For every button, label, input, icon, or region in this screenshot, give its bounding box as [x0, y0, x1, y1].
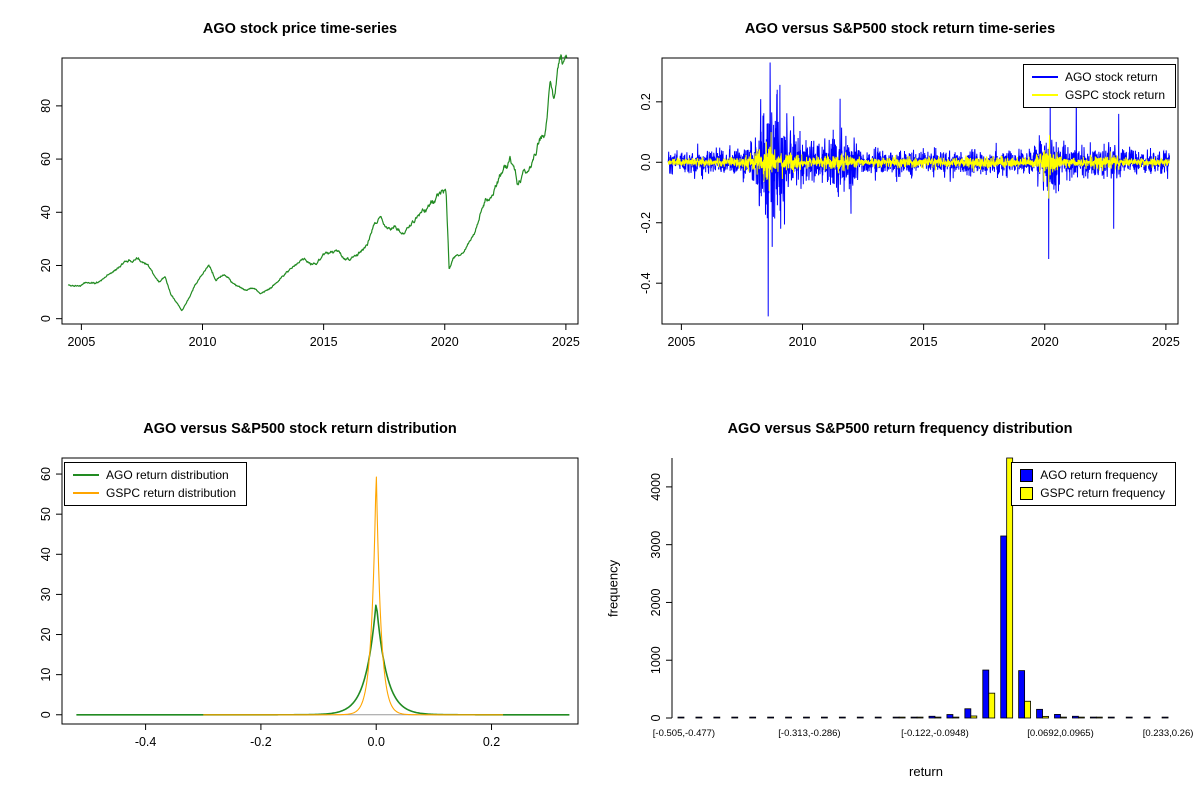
- svg-text:-0.2: -0.2: [639, 212, 653, 234]
- legend-distribution: AGO return distribution GSPC return dist…: [64, 462, 248, 506]
- gspc-frequency-box-swatch: [1020, 486, 1034, 500]
- svg-text:2005: 2005: [67, 335, 95, 349]
- legend-label: GSPC return frequency: [1040, 486, 1165, 500]
- histogram-chart-svg: 0 1000 2000 3000 4000 [-0.505,-0.477) [-0.313,…: [649, 457, 1194, 739]
- svg-text:0.2: 0.2: [639, 93, 653, 110]
- svg-text:0.2: 0.2: [483, 735, 500, 749]
- svg-text:60: 60: [39, 152, 53, 166]
- legend-frequency: AGO return frequency GSPC return frequen…: [1011, 462, 1176, 506]
- svg-text:0: 0: [649, 714, 663, 721]
- chart-title-returns: AGO versus S&P500 stock return time-seri…: [744, 21, 1056, 37]
- chart-title-distribution: AGO versus S&P500 stock return distribut…: [143, 421, 457, 437]
- svg-text:0.0: 0.0: [368, 735, 385, 749]
- svg-text:2010: 2010: [189, 335, 217, 349]
- svg-text:20: 20: [39, 258, 53, 272]
- legend-item-gspc-distribution: GSPC return distribution: [73, 486, 236, 500]
- legend-label: AGO return distribution: [106, 468, 229, 482]
- legend-returns: AGO stock return GSPC stock return: [1022, 64, 1176, 108]
- gspc-density-line-swatch: [73, 492, 99, 494]
- svg-text:3000: 3000: [649, 531, 663, 559]
- legend-item-gspc-return: GSPC stock return: [1031, 88, 1165, 102]
- svg-text:0: 0: [39, 711, 53, 718]
- svg-text:80: 80: [39, 99, 53, 113]
- svg-text:50: 50: [39, 507, 53, 521]
- ago-frequency-box-swatch: [1020, 468, 1034, 482]
- panel-price-timeseries: AGO stock price time-series 2005 2010 2015…: [0, 0, 600, 400]
- density-chart-svg: -0.4 -0.2 0.0 0.2 0 10 20 30 40 50 60: [39, 457, 579, 749]
- svg-text:2015: 2015: [310, 335, 338, 349]
- svg-text:[0.233,0.26): [0.233,0.26): [1143, 728, 1194, 739]
- svg-text:2000: 2000: [649, 588, 663, 616]
- legend-label: AGO stock return: [1064, 70, 1158, 84]
- panel-return-distribution: AGO versus S&P500 stock return distribut…: [0, 400, 600, 800]
- panel-return-frequency: AGO versus S&P500 return frequency distr…: [600, 400, 1200, 800]
- chart-title-price: AGO stock price time-series: [202, 21, 398, 37]
- svg-text:[-0.122,-0.0948): [-0.122,-0.0948): [901, 728, 969, 739]
- svg-text:2025: 2025: [552, 335, 580, 349]
- svg-text:30: 30: [39, 587, 53, 601]
- svg-text:60: 60: [39, 467, 53, 481]
- svg-text:-0.2: -0.2: [250, 735, 272, 749]
- svg-text:10: 10: [39, 668, 53, 682]
- legend-item-ago-distribution: AGO return distribution: [73, 468, 236, 482]
- legend-item-ago-frequency: AGO return frequency: [1020, 468, 1165, 482]
- ago-density-line-swatch: [73, 474, 99, 476]
- svg-text:40: 40: [39, 547, 53, 561]
- gspc-return-line-swatch: [1031, 94, 1058, 96]
- svg-text:0.0: 0.0: [639, 154, 653, 171]
- svg-text:2005: 2005: [667, 335, 695, 349]
- legend-label: GSPC stock return: [1064, 88, 1165, 102]
- frequency-axis-label: frequency: [605, 559, 621, 617]
- svg-text:0: 0: [39, 315, 53, 322]
- svg-text:2015: 2015: [910, 335, 938, 349]
- svg-text:2020: 2020: [1031, 335, 1059, 349]
- svg-text:2025: 2025: [1152, 335, 1180, 349]
- svg-text:4000: 4000: [649, 473, 663, 501]
- svg-text:2020: 2020: [431, 335, 459, 349]
- svg-text:-0.4: -0.4: [135, 735, 157, 749]
- ago-return-line-swatch: [1031, 76, 1058, 78]
- legend-label: AGO return frequency: [1040, 468, 1158, 482]
- panel-return-timeseries: AGO versus S&P500 stock return time-seri…: [600, 0, 1200, 400]
- return-axis-label: return: [909, 764, 943, 779]
- legend-item-gspc-frequency: GSPC return frequency: [1020, 486, 1165, 500]
- svg-text:40: 40: [39, 205, 53, 219]
- svg-text:-0.4: -0.4: [639, 272, 653, 294]
- legend-label: GSPC return distribution: [106, 486, 237, 500]
- svg-text:20: 20: [39, 628, 53, 642]
- svg-text:2010: 2010: [789, 335, 817, 349]
- svg-text:[0.0692,0.0965): [0.0692,0.0965): [1027, 728, 1094, 739]
- legend-item-ago-return: AGO stock return: [1031, 70, 1165, 84]
- price-chart-svg: 2005 2010 2015 2020 2025 0 20 40 60 80: [39, 54, 580, 349]
- returns-chart-svg: 2005 2010 2015 2020 2025 -0.4 -0.2 0.0 0.2: [639, 57, 1180, 349]
- svg-text:[-0.313,-0.286): [-0.313,-0.286): [778, 728, 840, 739]
- chart-title-frequency: AGO versus S&P500 return frequency distr…: [727, 421, 1073, 437]
- svg-text:[-0.505,-0.477): [-0.505,-0.477): [653, 728, 715, 739]
- svg-text:1000: 1000: [649, 646, 663, 674]
